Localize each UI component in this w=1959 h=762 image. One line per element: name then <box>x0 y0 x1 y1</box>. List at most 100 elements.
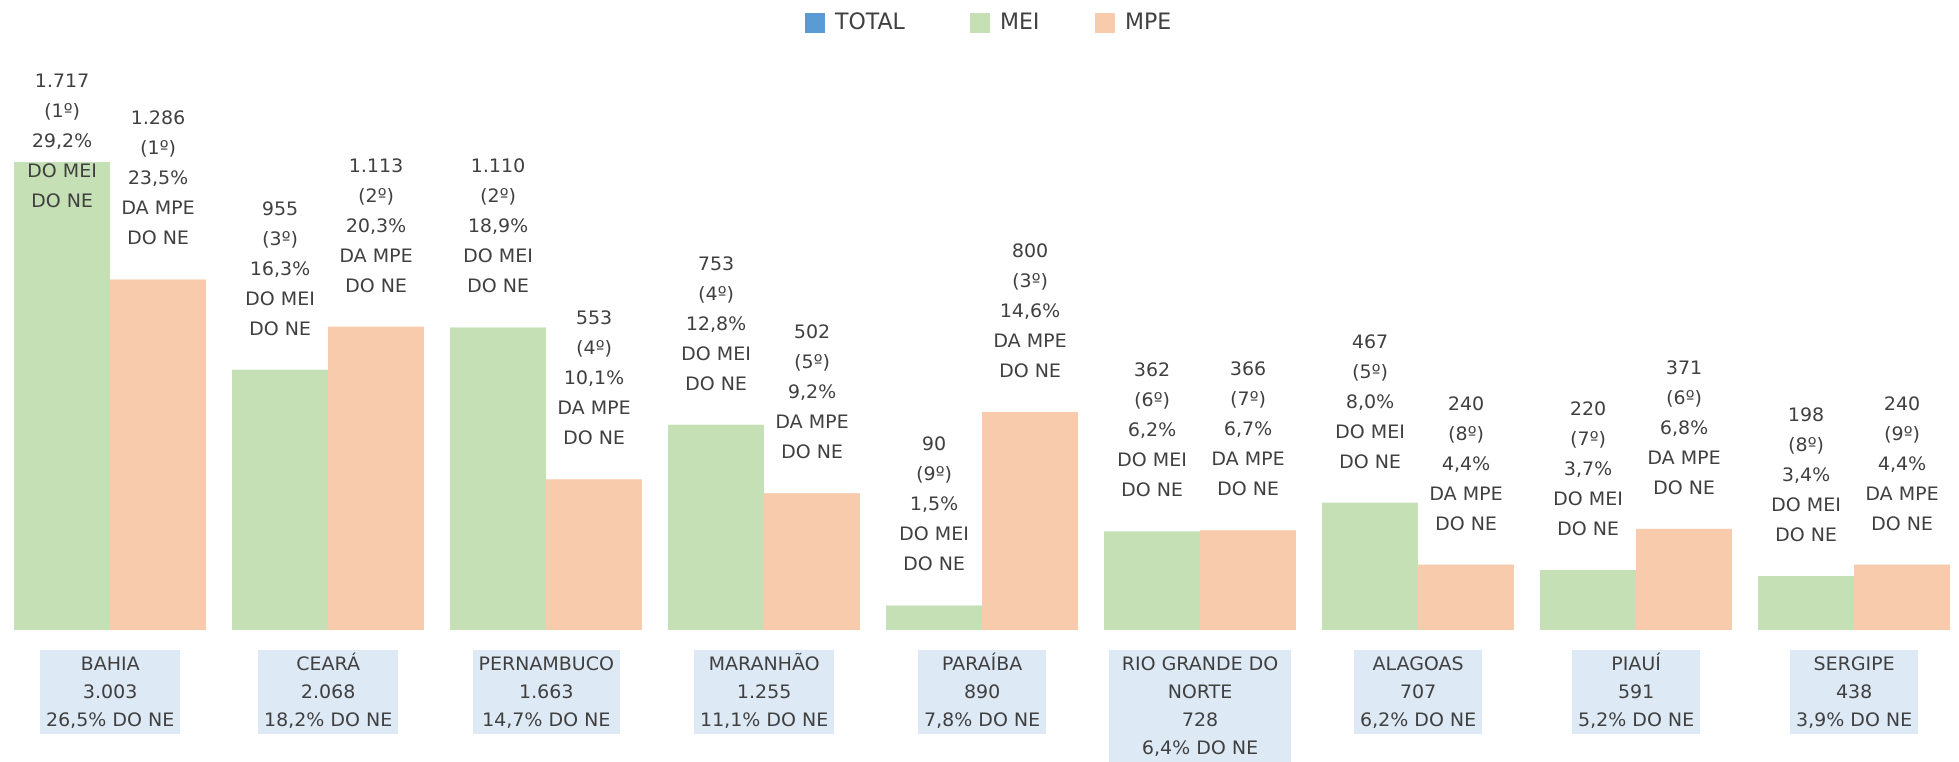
value-label: 502 <box>793 321 831 344</box>
share-label: 4,4% <box>1441 452 1491 475</box>
note-label: DO NE <box>563 427 625 450</box>
legend-item: MPE <box>1095 10 1171 35</box>
data-label: 90 (9º) 1,5% DO MEI DO NE <box>869 429 999 579</box>
data-label: 800 (3º) 14,6% DA MPE DO NE <box>965 236 1095 386</box>
rank-label: (9º) <box>916 463 952 486</box>
data-label: 1.286 (1º) 23,5% DA MPE DO NE <box>93 103 223 253</box>
note-label: DO NE <box>345 274 407 297</box>
total-label: 1.255 <box>736 681 792 703</box>
share-label: 23,5% <box>127 167 189 190</box>
note-label: DO NE <box>903 553 965 576</box>
value-label: 220 <box>1569 398 1607 421</box>
note-label: DO NE <box>685 372 747 395</box>
legend-swatch <box>805 12 825 33</box>
note-label: DO NE <box>1217 478 1279 501</box>
value-label: 1.286 <box>130 107 186 130</box>
share-label: 16,3% <box>249 257 311 280</box>
value-label: 371 <box>1665 356 1703 379</box>
value-label: 1.113 <box>348 154 404 177</box>
total-label: 3.003 <box>82 681 138 703</box>
rank-label: (2º) <box>358 184 394 207</box>
bar <box>764 493 860 630</box>
rank-label: (2º) <box>480 185 516 208</box>
note-label: DO MEI <box>463 245 533 268</box>
bar <box>982 411 1078 630</box>
legend-label: TOTAL <box>835 10 905 35</box>
share-label: 29,2% <box>31 130 93 152</box>
bar <box>232 369 328 630</box>
category-box: CEARÁ 2.068 18,2% DO NE <box>258 650 399 734</box>
bar <box>1200 530 1296 630</box>
note-label: DO NE <box>1435 512 1497 535</box>
total-share-label: 11,1% DO NE <box>700 709 829 731</box>
share-label: 6,7% <box>1223 418 1273 441</box>
rank-label: (4º) <box>576 337 612 360</box>
note-label: DO MEI <box>245 287 315 310</box>
note-label: DA MPE <box>1429 482 1503 505</box>
note-label: DO NE <box>249 317 311 340</box>
value-label: 553 <box>575 307 613 330</box>
share-label: 6,8% <box>1659 416 1709 439</box>
value-label: 1.717 <box>34 70 90 92</box>
note-label: DO NE <box>1557 518 1619 541</box>
legend-item: MEI <box>970 10 1039 35</box>
total-share-label: 7,8% DO NE <box>924 709 1041 731</box>
value-label: 366 <box>1229 358 1267 381</box>
bar <box>668 424 764 630</box>
category-box: SERGIPE 438 3,9% DO NE <box>1790 650 1919 734</box>
bar <box>1418 564 1514 630</box>
category-box: RIO GRANDE DO NORTE 728 6,4% DO NE <box>1109 650 1291 762</box>
note-label: DA MPE <box>557 397 631 420</box>
data-label: 198 (8º) 3,4% DO MEI DO NE <box>1741 400 1871 550</box>
note-label: DA MPE <box>121 197 195 220</box>
value-label: 1.110 <box>470 155 526 178</box>
note-label: DO NE <box>1121 479 1183 502</box>
data-label: 362 (6º) 6,2% DO MEI DO NE <box>1087 355 1217 505</box>
note-label: DO MEI <box>1117 449 1187 472</box>
share-label: 12,8% <box>685 312 747 335</box>
bar <box>546 479 642 630</box>
note-label: DO NE <box>1653 476 1715 499</box>
category-label: ALAGOAS <box>1372 653 1464 675</box>
share-label: 10,1% <box>563 367 625 390</box>
share-label: 20,3% <box>345 214 407 237</box>
note-label: DA MPE <box>1865 482 1939 505</box>
note-label: DO MEI <box>1553 488 1623 511</box>
category-label: MARANHÃO <box>708 653 820 675</box>
legend-swatch <box>1095 12 1115 33</box>
rank-label: (7º) <box>1230 388 1266 411</box>
bar <box>110 279 206 630</box>
note-label: DO NE <box>781 441 843 464</box>
total-label: 2.068 <box>300 681 356 703</box>
category-box: ALAGOAS 707 6,2% DO NE <box>1354 650 1483 734</box>
note-label: DA MPE <box>1211 448 1285 471</box>
data-label: 1.717 (1º) 29,2% DO MEI DO NE <box>0 66 127 216</box>
rank-label: (8º) <box>1448 422 1484 445</box>
bar <box>14 162 110 630</box>
category-label: RIO GRANDE DO NORTE <box>1121 653 1279 703</box>
category-box: BAHIA 3.003 26,5% DO NE <box>40 650 181 734</box>
data-label: 1.110 (2º) 18,9% DO MEI DO NE <box>433 151 563 301</box>
total-label: 890 <box>963 681 1001 703</box>
bar <box>1104 531 1200 630</box>
rank-label: (6º) <box>1134 389 1170 412</box>
rank-label: (3º) <box>1012 269 1048 292</box>
note-label: DO MEI <box>1771 494 1841 517</box>
data-label: 753 (4º) 12,8% DO MEI DO NE <box>651 249 781 399</box>
value-label: 240 <box>1447 392 1485 415</box>
note-label: DO MEI <box>681 342 751 365</box>
share-label: 8,0% <box>1345 390 1395 413</box>
note-label: DO NE <box>467 275 529 298</box>
share-label: 1,5% <box>909 493 959 516</box>
total-share-label: 18,2% DO NE <box>264 709 393 731</box>
rank-label: (1º) <box>140 137 176 160</box>
total-label: 707 <box>1399 681 1437 703</box>
data-label: 1.113 (2º) 20,3% DA MPE DO NE <box>311 151 441 301</box>
data-label: 220 (7º) 3,7% DO MEI DO NE <box>1523 394 1653 544</box>
data-label: 371 (6º) 6,8% DA MPE DO NE <box>1619 353 1749 503</box>
value-label: 362 <box>1133 359 1171 382</box>
category-box: PERNAMBUCO 1.663 14,7% DO NE <box>472 650 620 734</box>
rank-label: (7º) <box>1570 428 1606 451</box>
category-label: PARAÍBA <box>941 653 1023 675</box>
